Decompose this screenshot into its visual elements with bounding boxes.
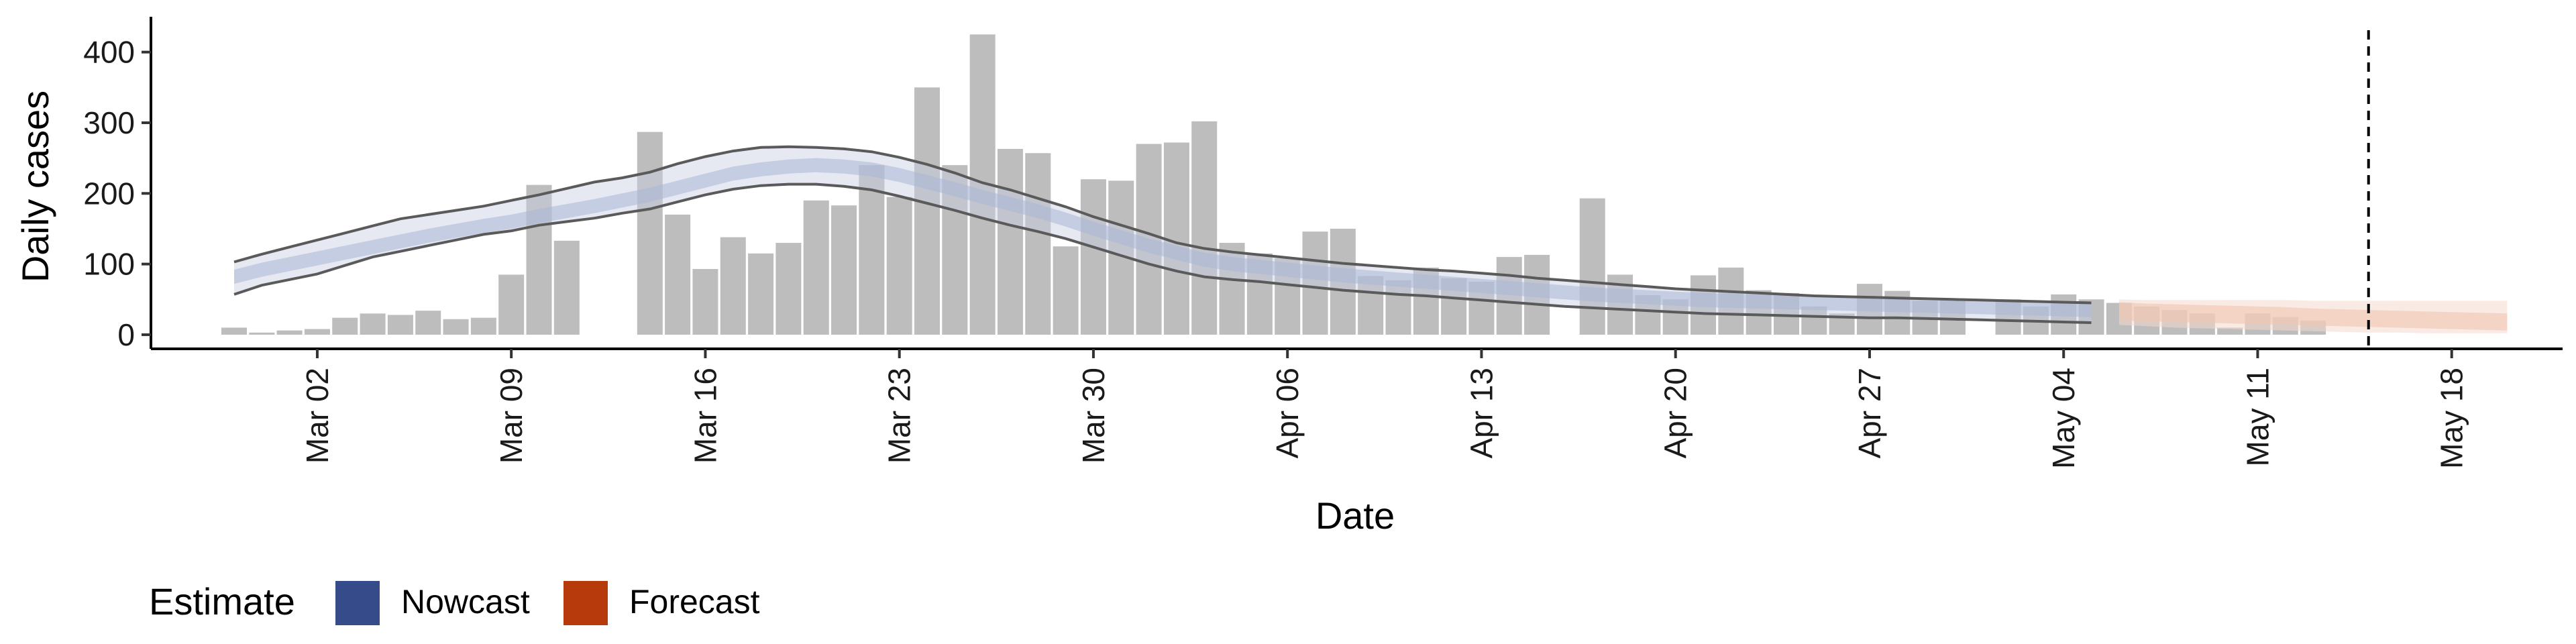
bar [470,317,496,335]
x-tick-label: May 04 [2046,368,2081,469]
bar [859,165,885,335]
legend-title: Estimate [149,580,295,623]
bar [1080,179,1106,335]
x-tick-label: Mar 30 [1076,368,1111,464]
y-ticks: 0 100 200 300 400 [83,35,151,352]
bar [1053,246,1079,335]
bar [332,317,358,335]
bar [720,237,746,335]
legend: Estimate Nowcast Forecast [149,580,760,625]
y-tick-label: 100 [83,247,135,282]
bar [1302,231,1328,335]
bar [775,243,802,335]
bar [1385,280,1411,335]
x-axis-title: Date [1316,494,1395,537]
bar [443,319,469,335]
x-tick-label: Mar 02 [300,368,335,464]
nowcast-lower-line [233,182,2092,324]
bar [831,205,857,335]
legend-swatch-nowcast [335,581,380,625]
axes-layer [150,17,2563,350]
bar [304,329,330,335]
y-tick-label: 200 [83,176,135,211]
bar [1025,153,1051,335]
bar [360,313,386,335]
bar [221,327,247,335]
bar [1579,198,1605,335]
y-tick-label: 300 [83,105,135,140]
bar [1191,121,1218,335]
y-tick-label: 400 [83,35,135,70]
bar [553,240,580,335]
y-axis-title: Daily cases [14,91,56,282]
legend-label-nowcast: Nowcast [401,583,530,621]
x-tick-label: May 18 [2434,368,2469,469]
x-ticks: Mar 02 Mar 09 Mar 16 Mar 23 Mar 30 Apr 06 Apr … [300,349,2469,469]
x-tick-label: Mar 16 [688,368,722,464]
x-tick-label: Mar 23 [882,368,917,464]
bar [276,330,303,335]
bar [997,148,1023,335]
x-tick-label: Apr 06 [1270,368,1305,459]
x-tick-label: Apr 13 [1464,368,1499,459]
nowcast-upper-line [233,145,2092,305]
bars-layer [221,34,2326,335]
x-tick-label: Apr 20 [1658,368,1693,459]
bar [1358,276,1384,335]
bar [748,253,774,335]
bar [803,200,829,335]
legend-swatch-forecast [564,581,608,625]
x-tick-label: Apr 27 [1852,368,1887,459]
bar [692,268,718,335]
nowcast-inner-band [234,158,2092,317]
bar [387,315,413,335]
bar [1496,257,1522,335]
bar [637,131,663,335]
legend-label-forecast: Forecast [629,583,760,621]
y-tick-label: 0 [117,317,135,352]
bar [665,214,691,335]
ribbon-layer [234,146,2508,333]
forecast-inner-band [2118,302,2508,331]
bar [2217,327,2243,335]
bar [415,311,441,335]
bar [498,274,525,335]
lines-layer [233,30,2370,349]
bar [914,87,941,335]
bar [1801,306,1827,335]
nowcast-outer-band [234,146,2092,323]
x-tick-label: Mar 09 [494,368,529,464]
bar [249,332,275,335]
x-tick-label: May 11 [2241,368,2275,466]
bar [886,197,912,335]
